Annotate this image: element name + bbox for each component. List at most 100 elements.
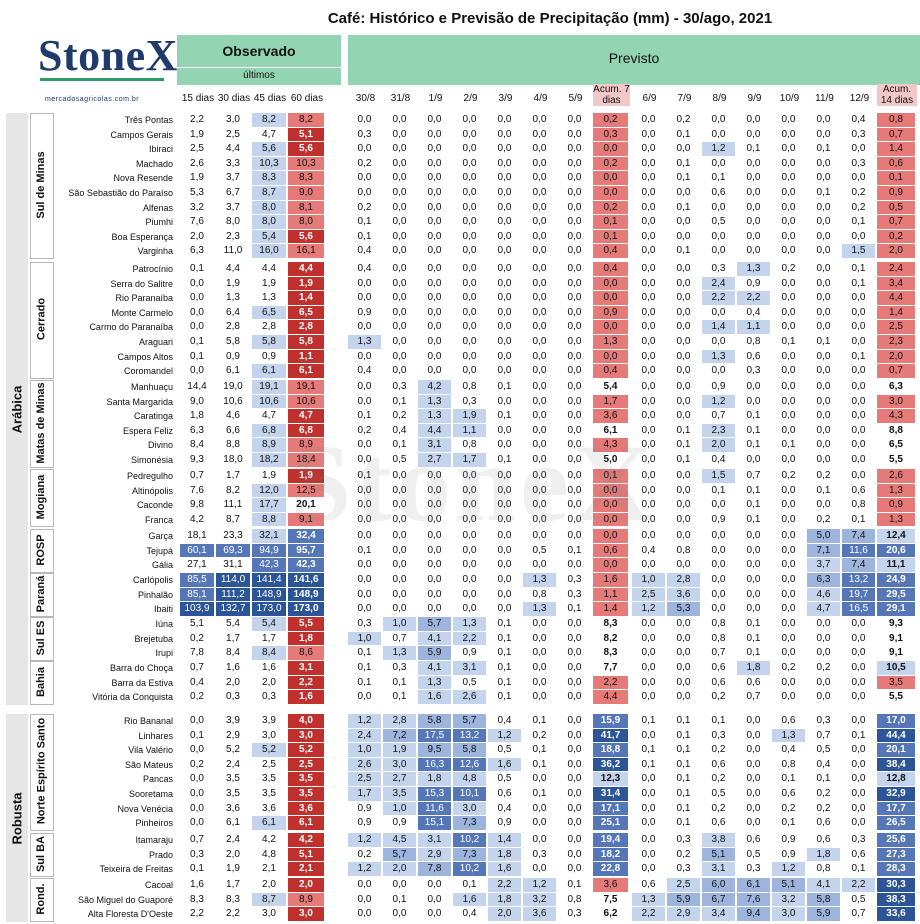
- table-cell: 0,0: [567, 350, 582, 362]
- table-cell: 0,0: [357, 530, 372, 541]
- table-cell: 2,4: [702, 276, 735, 291]
- table-cell: 0,0: [392, 201, 407, 213]
- table-cell: 0,1: [877, 171, 915, 185]
- table-cell: 1,4: [488, 833, 521, 847]
- table-cell: 38,3: [877, 892, 915, 907]
- table-cell: 0,7: [877, 215, 915, 229]
- table-cell: 5,4: [593, 380, 628, 394]
- table-cell: 8,4: [226, 647, 240, 659]
- table-cell: 85,5: [180, 573, 214, 587]
- table-cell: 0,0: [357, 484, 372, 496]
- table-cell: 0,1: [497, 662, 512, 673]
- table-cell: 0,4: [392, 424, 407, 436]
- table-cell: 8,0: [226, 216, 240, 228]
- table-cell: 3,2: [190, 201, 204, 213]
- table-cell: 0,0: [427, 350, 442, 362]
- table-cell: 0,0: [567, 773, 582, 785]
- region-box: [30, 714, 54, 831]
- station-name: Varginha: [137, 246, 173, 257]
- table-cell: 5,1: [772, 878, 805, 892]
- table-cell: 0,1: [781, 773, 796, 785]
- table-cell: 1,3: [418, 409, 451, 423]
- table-cell: 173,0: [252, 602, 286, 616]
- table-cell: 1,3: [418, 394, 451, 409]
- table-cell: 0,9: [357, 306, 372, 318]
- table-cell: 0,0: [532, 632, 547, 644]
- table-cell: 0,0: [532, 157, 547, 169]
- table-cell: 5,1: [190, 618, 204, 629]
- table-cell: 0,3: [816, 715, 831, 726]
- table-cell: 5,0: [807, 529, 840, 543]
- table-cell: 0,0: [427, 893, 442, 905]
- table-cell: 1,3: [877, 483, 915, 498]
- station-name: Nova Venécia: [117, 803, 173, 814]
- table-cell: 0,1: [532, 744, 547, 756]
- table-cell: 10,3: [252, 156, 286, 171]
- table-cell: 5,2: [288, 743, 324, 757]
- table-cell: 69,3: [216, 543, 250, 558]
- table-cell: 31,4: [593, 787, 628, 801]
- table-cell: 0,0: [462, 574, 477, 585]
- table-cell: 0,0: [427, 321, 442, 333]
- region-label: ROSP: [34, 534, 47, 566]
- table-cell: 132,7: [216, 602, 250, 616]
- table-cell: 0,1: [357, 410, 372, 422]
- table-cell: 0,0: [641, 788, 656, 799]
- table-cell: 0,0: [357, 691, 372, 703]
- table-cell: 0,0: [641, 321, 656, 333]
- table-cell: 0,1: [497, 647, 512, 659]
- table-cell: 0,0: [392, 350, 407, 362]
- table-cell: 0,1: [676, 454, 691, 465]
- table-cell: 0,0: [532, 662, 547, 673]
- table-cell: 0,0: [497, 292, 512, 304]
- table-cell: 5,8: [226, 336, 240, 347]
- table-cell: 1,8: [737, 661, 770, 675]
- table-cell: 0,0: [746, 559, 761, 571]
- table-cell: 10,2: [453, 862, 486, 876]
- table-cell: 0,0: [711, 603, 726, 615]
- table-cell: 1,2: [348, 714, 381, 728]
- table-cell: 0,0: [532, 187, 547, 198]
- table-cell: 0,0: [190, 802, 204, 814]
- table-cell: 4,7: [807, 602, 840, 616]
- table-cell: 0,0: [567, 470, 582, 481]
- table-cell: 111,2: [216, 587, 250, 602]
- table-cell: 6,1: [737, 878, 770, 892]
- table-cell: 2,7: [383, 772, 416, 786]
- table-cell: 3,8: [702, 833, 735, 847]
- table-cell: 6,1: [252, 816, 286, 830]
- station-name: Cacoal: [144, 880, 173, 890]
- station-name: Boa Esperança: [111, 231, 173, 242]
- table-cell: 0,4: [357, 263, 372, 274]
- table-cell: 15,1: [418, 816, 451, 830]
- table-cell: 3,1: [418, 438, 451, 452]
- table-cell: 0,0: [392, 336, 407, 347]
- table-cell: 5,0: [593, 453, 628, 467]
- table-cell: 1,3: [702, 349, 735, 364]
- table-cell: 10,6: [252, 394, 286, 409]
- table-cell: 6,5: [288, 305, 324, 320]
- table-cell: 3,2: [523, 892, 556, 907]
- table-cell: 0,5: [877, 200, 915, 215]
- table-cell: 0,0: [641, 365, 656, 377]
- table-cell: 6,2: [593, 907, 628, 921]
- table-cell: 0,0: [532, 245, 547, 257]
- table-cell: 0,1: [190, 336, 204, 347]
- table-cell: 0,0: [532, 128, 547, 140]
- table-cell: 0,2: [781, 662, 796, 673]
- table-cell: 0,0: [816, 410, 831, 422]
- table-cell: 94,9: [252, 543, 286, 558]
- table-cell: 0,0: [851, 410, 866, 422]
- table-cell: 0,0: [641, 350, 656, 362]
- table-cell: 0,7: [746, 691, 761, 703]
- table-cell: 0,0: [781, 201, 796, 213]
- table-cell: 0,0: [497, 499, 512, 511]
- table-cell: 8,3: [593, 617, 628, 631]
- table-cell: 0,0: [392, 321, 407, 333]
- table-cell: 2,8: [667, 573, 700, 587]
- table-cell: 0,0: [746, 187, 761, 198]
- table-cell: 0,3: [676, 834, 691, 845]
- table-cell: 0,0: [781, 128, 796, 140]
- table-cell: 0,0: [593, 171, 628, 185]
- table-cell: 0,2: [816, 513, 831, 525]
